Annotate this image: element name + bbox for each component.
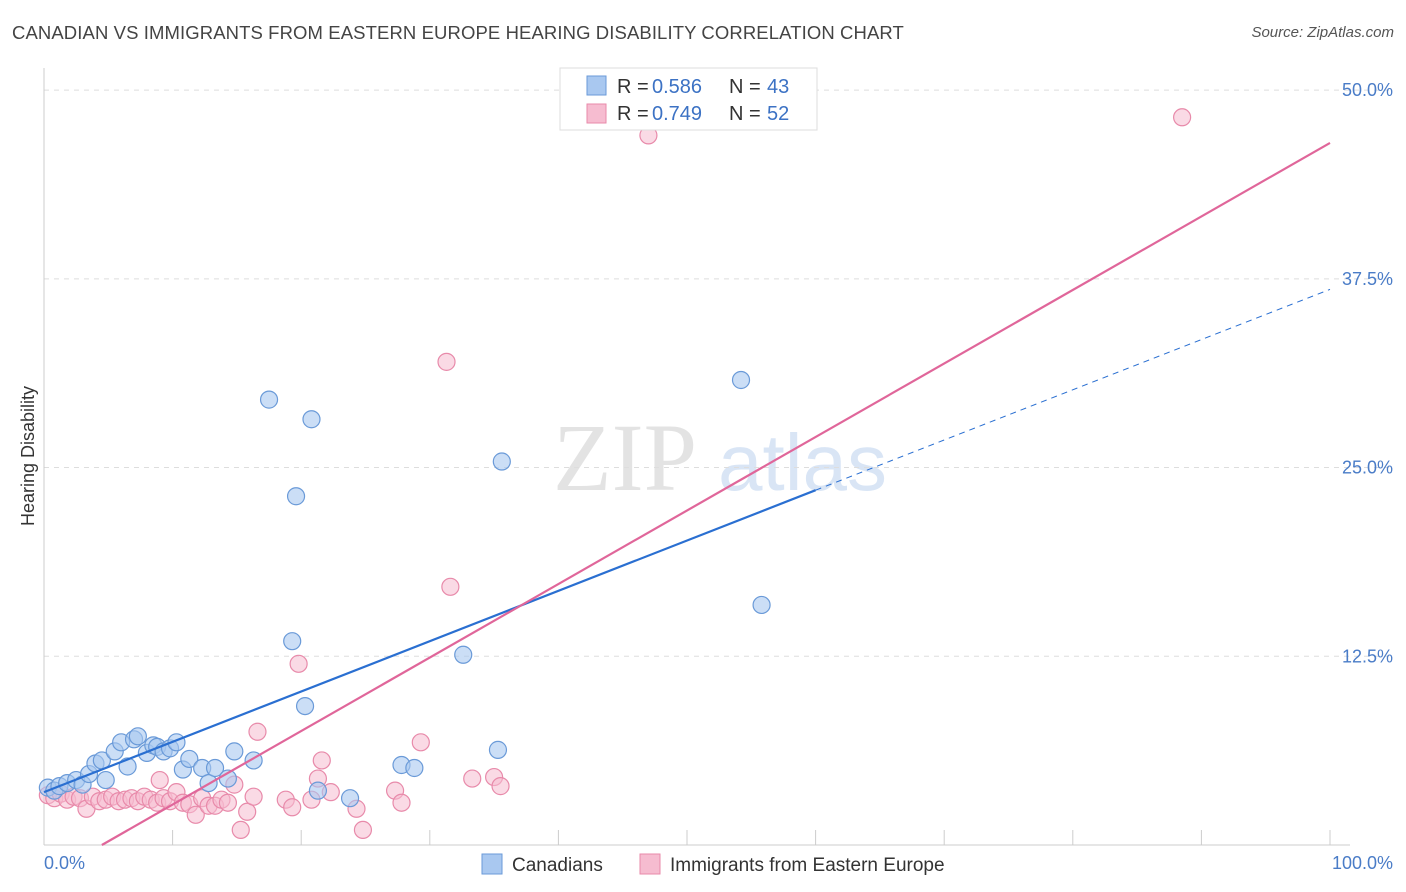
- legend-r-value-1: 0.586: [652, 76, 702, 98]
- canadians-point-42: [752, 595, 771, 615]
- immigrants-point-24: [186, 805, 205, 824]
- immigrants-point-34: [248, 722, 267, 741]
- legend-bottom: Canadians Immigrants from Eastern Europe: [481, 853, 945, 876]
- canadians-point-39: [488, 740, 508, 759]
- y-tick-label-0: 12.5%: [1342, 646, 1393, 666]
- canadians-point-31: [286, 487, 306, 506]
- canadians-trendline: [43, 489, 817, 794]
- legend-n-label-2: N =: [729, 103, 761, 125]
- bottom-legend-canadians: Canadians: [512, 855, 603, 876]
- canadians-point-34: [308, 781, 328, 800]
- immigrants-point-32: [238, 802, 257, 821]
- chart-title: CANADIAN VS IMMIGRANTS FROM EASTERN EURO…: [12, 22, 904, 43]
- immigrants-point-49: [463, 769, 482, 788]
- y-axis-label: Hearing Disability: [18, 386, 38, 526]
- immigrants-point-36: [283, 798, 302, 817]
- canadians-point-27: [225, 742, 244, 761]
- y-tick-label-2: 37.5%: [1342, 269, 1393, 289]
- canadians-point-32: [295, 696, 315, 716]
- trendlines: [43, 141, 1331, 846]
- immigrants-point-48: [441, 577, 460, 596]
- immigrants-trendline: [101, 141, 1331, 846]
- canadians-point-40: [492, 452, 511, 471]
- immigrants-point-51: [491, 777, 510, 796]
- immigrants-point-47: [437, 352, 456, 371]
- canadians-point-22: [180, 749, 199, 769]
- canadians-point-41: [731, 370, 751, 390]
- canadians-trend-extension: [815, 288, 1331, 491]
- source-label: Source: ZipAtlas.com: [1251, 24, 1394, 41]
- watermark-zip: ZIP: [553, 404, 697, 511]
- immigrants-point-37: [289, 654, 308, 673]
- axes: [43, 68, 1350, 846]
- legend-n-value-2: 52: [767, 103, 789, 125]
- y-tick-label-3: 50.0%: [1342, 80, 1393, 100]
- canadians-point-9: [96, 770, 115, 790]
- legend-top: R = 0.586 N = 43 R = 0.749 N = 52: [559, 67, 818, 131]
- canadians-point-35: [340, 789, 360, 808]
- bottom-legend-swatch-immigrants: [639, 853, 661, 875]
- immigrants-point-45: [392, 793, 411, 812]
- x-tick-label-1: 100.0%: [1332, 853, 1393, 873]
- immigrants-point-43: [353, 820, 373, 840]
- legend-swatch-immigrants: [586, 103, 607, 124]
- legend-r-value-2: 0.749: [652, 103, 702, 125]
- legend-r-label-1: R =: [617, 76, 649, 98]
- series-canadians-points: [38, 370, 771, 808]
- immigrants-point-40: [312, 751, 331, 770]
- legend-r-label-2: R =: [617, 103, 649, 125]
- immigrants-point-29: [218, 793, 237, 812]
- watermark-atlas: atlas: [718, 418, 887, 507]
- canadians-point-33: [302, 410, 321, 429]
- canadians-point-30: [283, 632, 302, 651]
- immigrants-point-33: [244, 787, 263, 806]
- canadians-point-38: [454, 645, 473, 664]
- canadians-point-14: [128, 727, 147, 746]
- legend-n-value-1: 43: [767, 76, 789, 98]
- immigrants-point-31: [231, 820, 250, 840]
- x-tick-label-0: 0.0%: [44, 853, 85, 873]
- legend-swatch-canadians: [586, 75, 607, 96]
- canadians-point-29: [259, 390, 279, 409]
- immigrants-point-46: [411, 733, 430, 752]
- immigrants-point-18: [150, 770, 169, 790]
- bottom-legend-swatch-canadians: [481, 853, 503, 875]
- y-tick-label-1: 25.0%: [1342, 458, 1393, 478]
- legend-n-label-1: N =: [729, 76, 761, 98]
- immigrants-point-53: [1173, 108, 1192, 127]
- gridlines: [44, 89, 1390, 657]
- bottom-legend-immigrants: Immigrants from Eastern Europe: [670, 855, 945, 876]
- canadians-point-37: [405, 758, 424, 778]
- tick-labels: 12.5% 25.0% 37.5% 50.0% 0.0% 100.0%: [44, 80, 1393, 873]
- canadians-point-25: [205, 758, 225, 778]
